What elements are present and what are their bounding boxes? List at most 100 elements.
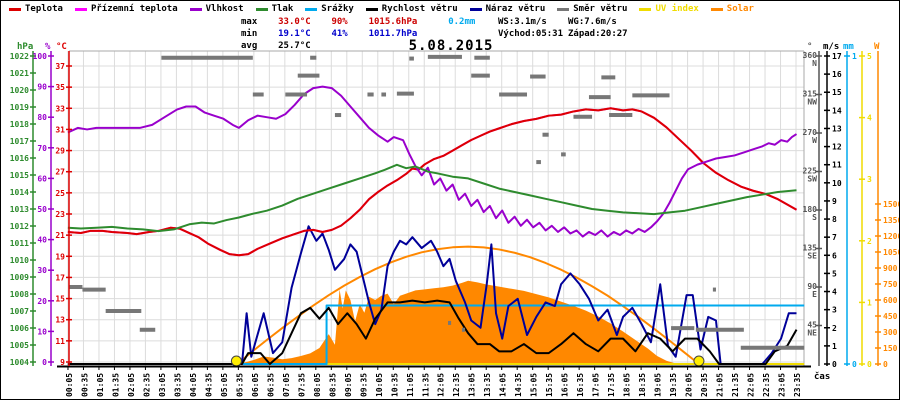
svg-text:1020: 1020: [10, 86, 29, 95]
legend-item: Vlhkost: [189, 4, 244, 14]
chart-title: 5.08.2015: [408, 38, 494, 54]
chart-header: Teplota Přízemní teplota Vlhkost Tlak Srážky…: [1, 1, 899, 57]
svg-text:13: 13: [832, 124, 842, 133]
svg-text:5: 5: [867, 52, 872, 61]
svg-text:23:35: 23:35: [793, 373, 802, 397]
avg-temperature: 25.7°C: [278, 41, 311, 51]
svg-text:1012: 1012: [10, 222, 29, 231]
legend-label: Přízemní teplota: [90, 4, 178, 14]
avg-values-row: avg 25.7°C: [241, 41, 311, 51]
svg-text:2: 2: [832, 324, 837, 333]
max-pressure: 1015.6hPa: [368, 17, 418, 27]
svg-text:135: 135: [803, 244, 818, 253]
svg-text:13: 13: [55, 316, 65, 325]
legend-item: UV index: [639, 4, 699, 14]
svg-text:150: 150: [883, 344, 898, 353]
svg-text:50: 50: [37, 205, 47, 214]
svg-text:18:05: 18:05: [623, 373, 632, 397]
svg-text:SW: SW: [807, 175, 817, 184]
svg-text:1022: 1022: [10, 52, 29, 61]
svg-text:1: 1: [867, 298, 872, 307]
svg-text:10:05: 10:05: [375, 373, 384, 397]
axis-header-humidity: %: [45, 42, 51, 52]
svg-text:13:35: 13:35: [483, 373, 492, 397]
svg-text:60: 60: [37, 174, 47, 183]
min-pressure: 1011.7hPa: [368, 29, 418, 39]
temperature-series: [67, 107, 798, 257]
svg-text:0: 0: [852, 360, 857, 369]
svg-text:15: 15: [55, 295, 65, 304]
svg-text:360: 360: [803, 51, 818, 60]
svg-text:6: 6: [832, 251, 837, 260]
min-values-row: min 19.1°C 41% 1011.7hPa: [241, 29, 417, 39]
svg-text:70: 70: [37, 144, 47, 153]
svg-text:270: 270: [803, 128, 818, 137]
svg-text:9: 9: [60, 358, 65, 367]
svg-text:1: 1: [852, 52, 857, 61]
axis-header-mm: mm: [843, 42, 854, 52]
svg-text:08:05: 08:05: [313, 373, 322, 397]
svg-text:1050: 1050: [883, 248, 900, 257]
svg-text:100: 100: [33, 52, 48, 61]
svg-text:14:05: 14:05: [499, 373, 508, 397]
svg-text:30: 30: [37, 266, 47, 275]
svg-text:225: 225: [803, 167, 818, 176]
svg-text:1500: 1500: [883, 200, 900, 209]
svg-text:11:05: 11:05: [406, 373, 415, 397]
sun-icon: [230, 355, 242, 367]
svg-text:05:35: 05:35: [235, 373, 244, 397]
svg-text:10: 10: [832, 179, 842, 188]
svg-text:29: 29: [55, 147, 65, 156]
wind_speed-series: [67, 299, 798, 365]
svg-text:07:05: 07:05: [282, 373, 291, 397]
legend-swatch-icon: [557, 7, 570, 11]
x-axis-label: čas: [814, 372, 831, 382]
svg-text:17: 17: [55, 273, 65, 282]
svg-text:7: 7: [832, 233, 837, 242]
svg-text:03:05: 03:05: [158, 373, 167, 397]
svg-text:09:35: 09:35: [359, 373, 368, 397]
max-humidity: 90%: [331, 17, 348, 27]
svg-text:04:05: 04:05: [189, 373, 198, 397]
x-axis: 00:05 00:35 01:05 01:35 02:05 02:35 03:05 03:35…: [57, 365, 811, 397]
svg-text:13:05: 13:05: [468, 373, 477, 397]
svg-text:1: 1: [832, 342, 837, 351]
svg-text:1009: 1009: [10, 273, 29, 282]
rain-total: 0.2mm: [448, 17, 476, 27]
svg-text:16:35: 16:35: [576, 373, 585, 397]
svg-text:06:05: 06:05: [251, 373, 260, 397]
max-temperature: 33.0°C: [278, 17, 311, 27]
svg-text:07:35: 07:35: [297, 373, 306, 397]
svg-text:600: 600: [883, 296, 898, 305]
sun-icon: [693, 355, 705, 367]
svg-text:1008: 1008: [10, 290, 29, 299]
axis-header-temp: °C: [56, 42, 67, 52]
svg-text:1011: 1011: [10, 239, 29, 248]
svg-text:15: 15: [832, 88, 842, 97]
svg-text:NW: NW: [807, 98, 817, 107]
svg-text:00:05: 00:05: [65, 373, 74, 397]
svg-text:11:35: 11:35: [421, 373, 430, 397]
svg-text:300: 300: [883, 328, 898, 337]
svg-text:20:05: 20:05: [685, 373, 694, 397]
svg-text:17: 17: [832, 52, 842, 61]
svg-text:25: 25: [55, 189, 65, 198]
legend-swatch-icon: [255, 7, 268, 11]
legend-swatch-icon: [74, 7, 87, 11]
legend-label: Vlhkost: [205, 4, 244, 14]
svg-text:1021: 1021: [10, 69, 29, 78]
legend-swatch-icon: [365, 7, 378, 11]
legend-swatch-icon: [305, 7, 318, 11]
legend-item: Teplota: [9, 4, 63, 14]
svg-text:5: 5: [832, 269, 837, 278]
svg-text:1007: 1007: [10, 307, 29, 316]
axis-header-ms: m/s: [823, 42, 840, 52]
wind-gust-stat: WG:7.6m/s: [568, 17, 617, 27]
wind-speed-stat: WS:3.1m/s: [498, 17, 547, 27]
sunrise-time: Východ:05:31: [498, 29, 564, 39]
svg-text:15:05: 15:05: [530, 373, 539, 397]
svg-text:08:35: 08:35: [328, 373, 337, 397]
series-layer: [67, 54, 805, 365]
legend-swatch-icon: [189, 7, 202, 11]
